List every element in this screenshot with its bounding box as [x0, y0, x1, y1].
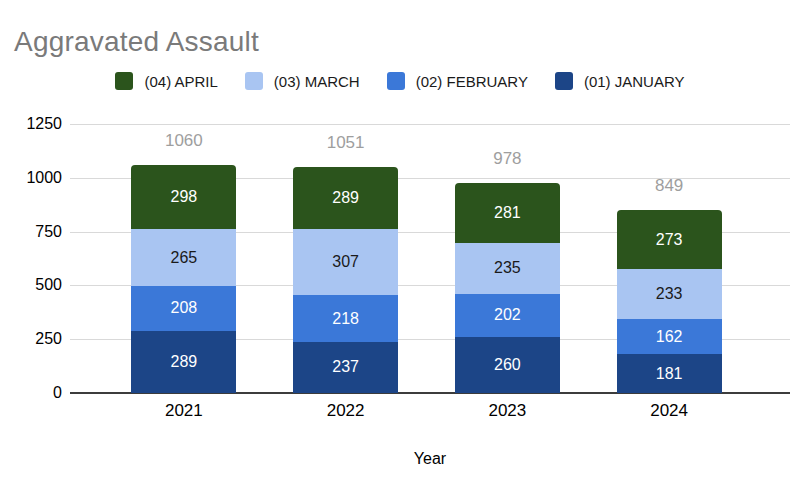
legend-item-01-january[interactable]: (01) JANUARY [555, 72, 685, 90]
bar-total-label: 1060 [134, 131, 234, 151]
legend-item-03-march[interactable]: (03) MARCH [245, 72, 360, 90]
bar-segment-2021-03-march[interactable]: 265 [131, 229, 236, 286]
legend-item-04-april[interactable]: (04) APRIL [115, 72, 217, 90]
bar-total-label: 978 [457, 149, 557, 169]
y-axis-tick-label: 0 [6, 383, 62, 403]
y-axis-tick-label: 500 [6, 275, 62, 295]
legend-item-02-february[interactable]: (02) FEBRUARY [387, 72, 528, 90]
bar-segment-2024-02-february[interactable]: 162 [617, 319, 722, 354]
legend-swatch-icon [245, 72, 263, 90]
x-axis-title: Year [370, 450, 490, 468]
y-axis-tick-label: 750 [6, 222, 62, 242]
legend-swatch-icon [555, 72, 573, 90]
bar-segment-2023-03-march[interactable]: 235 [455, 243, 560, 294]
x-axis-tick-label: 2023 [452, 401, 562, 421]
bar-total-label: 849 [619, 176, 719, 196]
bar-segment-2023-04-april[interactable]: 281 [455, 183, 560, 243]
gridline [70, 124, 790, 125]
legend-swatch-icon [387, 72, 405, 90]
bar-total-label: 1051 [296, 133, 396, 153]
chart-canvas: Aggravated Assault (04) APRIL(03) MARCH(… [0, 0, 800, 483]
y-axis-tick-label: 250 [6, 329, 62, 349]
legend-label: (01) JANUARY [584, 73, 685, 90]
bar-segment-2021-02-february[interactable]: 208 [131, 286, 236, 331]
chart-title: Aggravated Assault [14, 26, 259, 58]
x-axis-tick-label: 2021 [129, 401, 239, 421]
legend-label: (02) FEBRUARY [416, 73, 528, 90]
x-axis-tick-label: 2024 [614, 401, 724, 421]
bar-segment-2021-01-january[interactable]: 289 [131, 331, 236, 393]
bar-segment-2021-04-april[interactable]: 298 [131, 165, 236, 229]
x-axis-tick-label: 2022 [291, 401, 401, 421]
y-axis-tick-label: 1250 [6, 114, 62, 134]
bar-segment-2024-03-march[interactable]: 233 [617, 269, 722, 319]
bar-segment-2022-02-february[interactable]: 218 [293, 295, 398, 342]
bar-segment-2022-01-january[interactable]: 237 [293, 342, 398, 393]
bar-segment-2024-04-april[interactable]: 273 [617, 210, 722, 269]
y-axis-tick-label: 1000 [6, 168, 62, 188]
chart-legend: (04) APRIL (03) MARCH (02) FEBRUARY (01) JA… [0, 70, 800, 92]
bar-segment-2022-03-march[interactable]: 307 [293, 229, 398, 295]
legend-swatch-icon [115, 72, 133, 90]
bar-segment-2023-02-february[interactable]: 202 [455, 294, 560, 337]
legend-label: (03) MARCH [274, 73, 360, 90]
bar-segment-2024-01-january[interactable]: 181 [617, 354, 722, 393]
bar-segment-2022-04-april[interactable]: 289 [293, 167, 398, 229]
legend-label: (04) APRIL [144, 73, 217, 90]
bar-segment-2023-01-january[interactable]: 260 [455, 337, 560, 393]
